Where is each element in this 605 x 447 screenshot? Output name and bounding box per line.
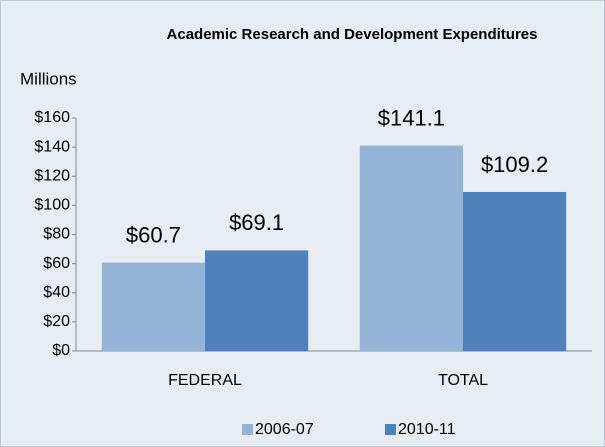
bar: [205, 250, 309, 351]
bar: [101, 262, 205, 351]
value-label: $69.1: [229, 210, 284, 235]
y-tick-label: $160: [34, 109, 70, 126]
y-tick-label: $60: [43, 255, 70, 272]
y-tick-label: $140: [34, 138, 70, 155]
bar: [359, 145, 463, 351]
value-label: $60.7: [126, 222, 181, 247]
value-label: $141.1: [378, 105, 445, 130]
legend-label: 2006-07: [255, 421, 314, 438]
y-tick-label: $120: [34, 167, 70, 184]
y-axis-label: Millions: [20, 69, 77, 88]
chart-title: Academic Research and Development Expend…: [167, 26, 538, 43]
legend-label: 2010-11: [398, 421, 456, 438]
y-tick-label: $20: [43, 313, 70, 330]
x-tick-label: TOTAL: [438, 372, 488, 389]
y-tick-label: $0: [52, 342, 70, 359]
legend-swatch: [385, 424, 396, 435]
y-tick-label: $100: [34, 197, 70, 214]
bar: [463, 191, 567, 351]
x-tick-label: FEDERAL: [168, 372, 242, 389]
y-tick-label: $80: [43, 226, 70, 243]
y-tick-label: $40: [43, 284, 70, 301]
value-label: $109.2: [481, 152, 548, 177]
legend-swatch: [242, 424, 253, 435]
